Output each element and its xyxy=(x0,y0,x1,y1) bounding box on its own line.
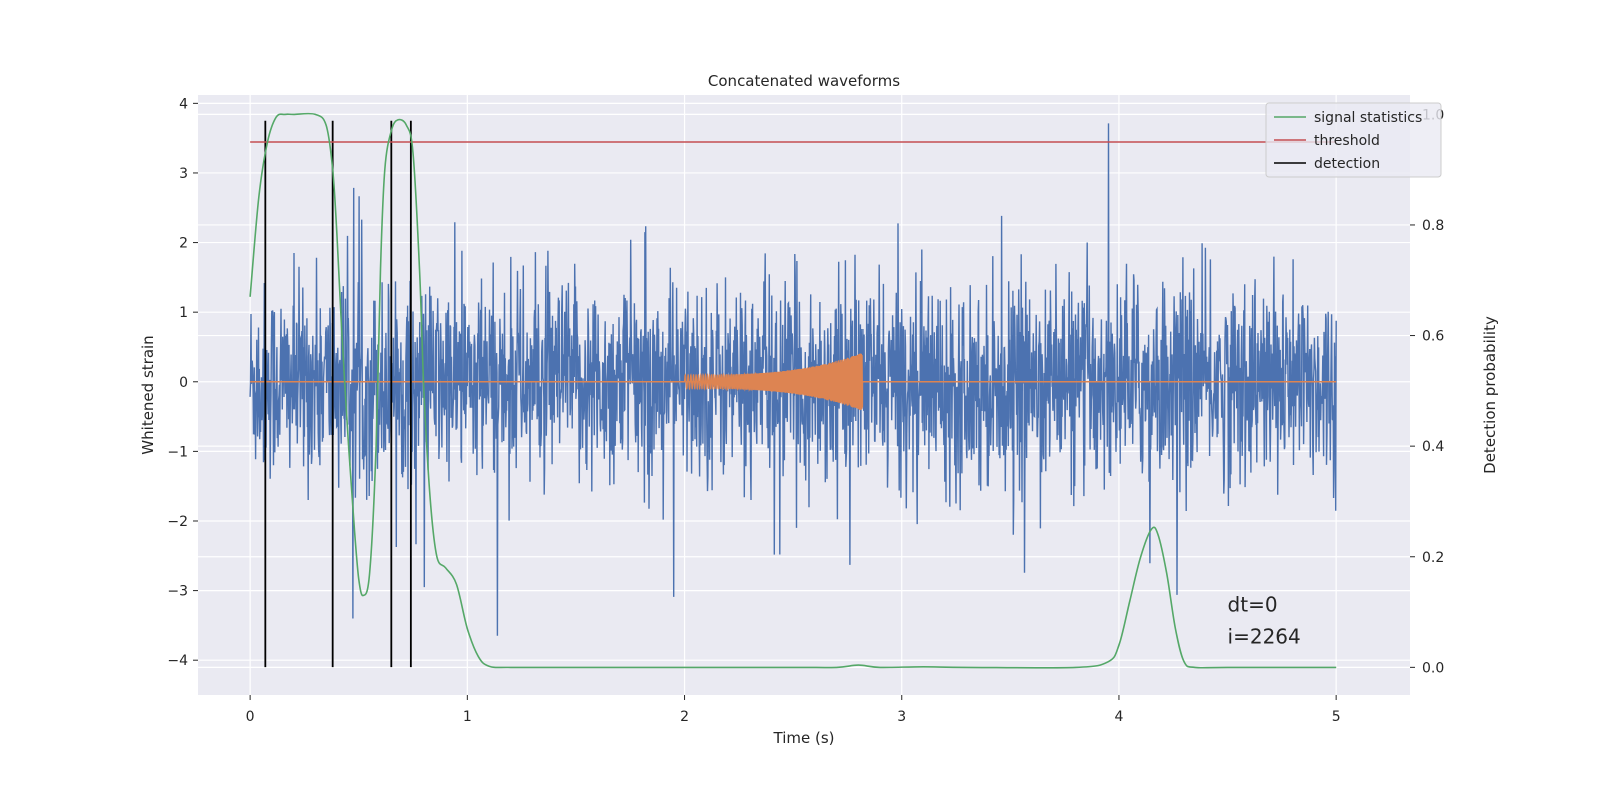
y-right-tick-label: 0.8 xyxy=(1422,218,1444,234)
y-tick-label: 4 xyxy=(179,96,188,112)
x-tick-label: 3 xyxy=(897,709,906,725)
chart-title: Concatenated waveforms xyxy=(708,72,900,90)
y-tick-label: 0 xyxy=(179,375,188,391)
y-tick-label: −3 xyxy=(167,584,188,600)
legend-box xyxy=(1265,102,1442,178)
signal-statistics-line xyxy=(249,112,1337,669)
legend-label-signal-statistics: signal statistics xyxy=(1314,110,1422,126)
y-right-tick-label: 0.6 xyxy=(1422,329,1444,345)
y-right-tick-label: 0.2 xyxy=(1422,550,1444,566)
x-tick-label: 5 xyxy=(1332,709,1341,725)
y-tick-label: 1 xyxy=(179,305,188,321)
y-tick-label: −2 xyxy=(167,514,188,530)
annotation-index: i=2264 xyxy=(1228,625,1301,649)
y-axis-right-label: Detection probability xyxy=(1481,316,1499,474)
legend-label-threshold: threshold xyxy=(1314,133,1380,149)
annotation-dt: dt=0 xyxy=(1228,593,1278,617)
x-axis-label: Time (s) xyxy=(773,729,835,747)
legend: signal statistics threshold detection xyxy=(1265,102,1442,178)
x-tick-label: 0 xyxy=(246,709,255,725)
plot-content xyxy=(249,112,1337,669)
detection-lines xyxy=(264,120,412,668)
y-tick-label: 2 xyxy=(179,236,188,252)
x-tick-label: 1 xyxy=(463,709,472,725)
legend-label-detection: detection xyxy=(1314,156,1380,172)
y-axis-ticks: −4 −3 −2 −1 0 1 2 3 4 xyxy=(167,96,198,669)
y-right-tick-label: 0.0 xyxy=(1422,660,1444,676)
y-tick-label: −1 xyxy=(167,444,188,460)
x-tick-label: 2 xyxy=(680,709,689,725)
y-axis-label: Whitened strain xyxy=(139,335,157,454)
waveform-series-line xyxy=(683,353,864,411)
y-right-tick-label: 0.4 xyxy=(1422,439,1444,455)
x-tick-label: 4 xyxy=(1114,709,1123,725)
y-tick-label: −4 xyxy=(167,653,188,669)
x-axis-ticks: 0 1 2 3 4 5 xyxy=(246,695,1341,725)
y-tick-label: 3 xyxy=(179,166,188,182)
